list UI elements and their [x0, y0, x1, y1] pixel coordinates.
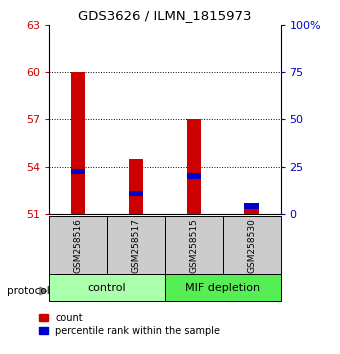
Text: GSM258517: GSM258517: [132, 218, 140, 273]
Text: control: control: [88, 282, 126, 293]
Bar: [129, 191, 143, 196]
Bar: [49, 216, 107, 274]
Bar: [244, 204, 259, 209]
Text: GSM258530: GSM258530: [247, 218, 256, 273]
Bar: [244, 203, 259, 214]
Bar: [107, 216, 165, 274]
Text: GSM258516: GSM258516: [74, 218, 83, 273]
Polygon shape: [40, 287, 47, 295]
Bar: [223, 216, 280, 274]
Bar: [71, 169, 85, 175]
Bar: [165, 216, 223, 274]
Legend: count, percentile rank within the sample: count, percentile rank within the sample: [39, 313, 220, 336]
Bar: [71, 72, 85, 214]
Bar: [49, 274, 165, 301]
Bar: [129, 159, 143, 214]
Text: GSM258515: GSM258515: [189, 218, 198, 273]
Bar: [187, 119, 201, 214]
Text: MIF depletion: MIF depletion: [185, 282, 260, 293]
Text: protocol: protocol: [7, 286, 50, 296]
Bar: [187, 173, 201, 179]
Title: GDS3626 / ILMN_1815973: GDS3626 / ILMN_1815973: [78, 9, 252, 22]
Bar: [165, 274, 280, 301]
